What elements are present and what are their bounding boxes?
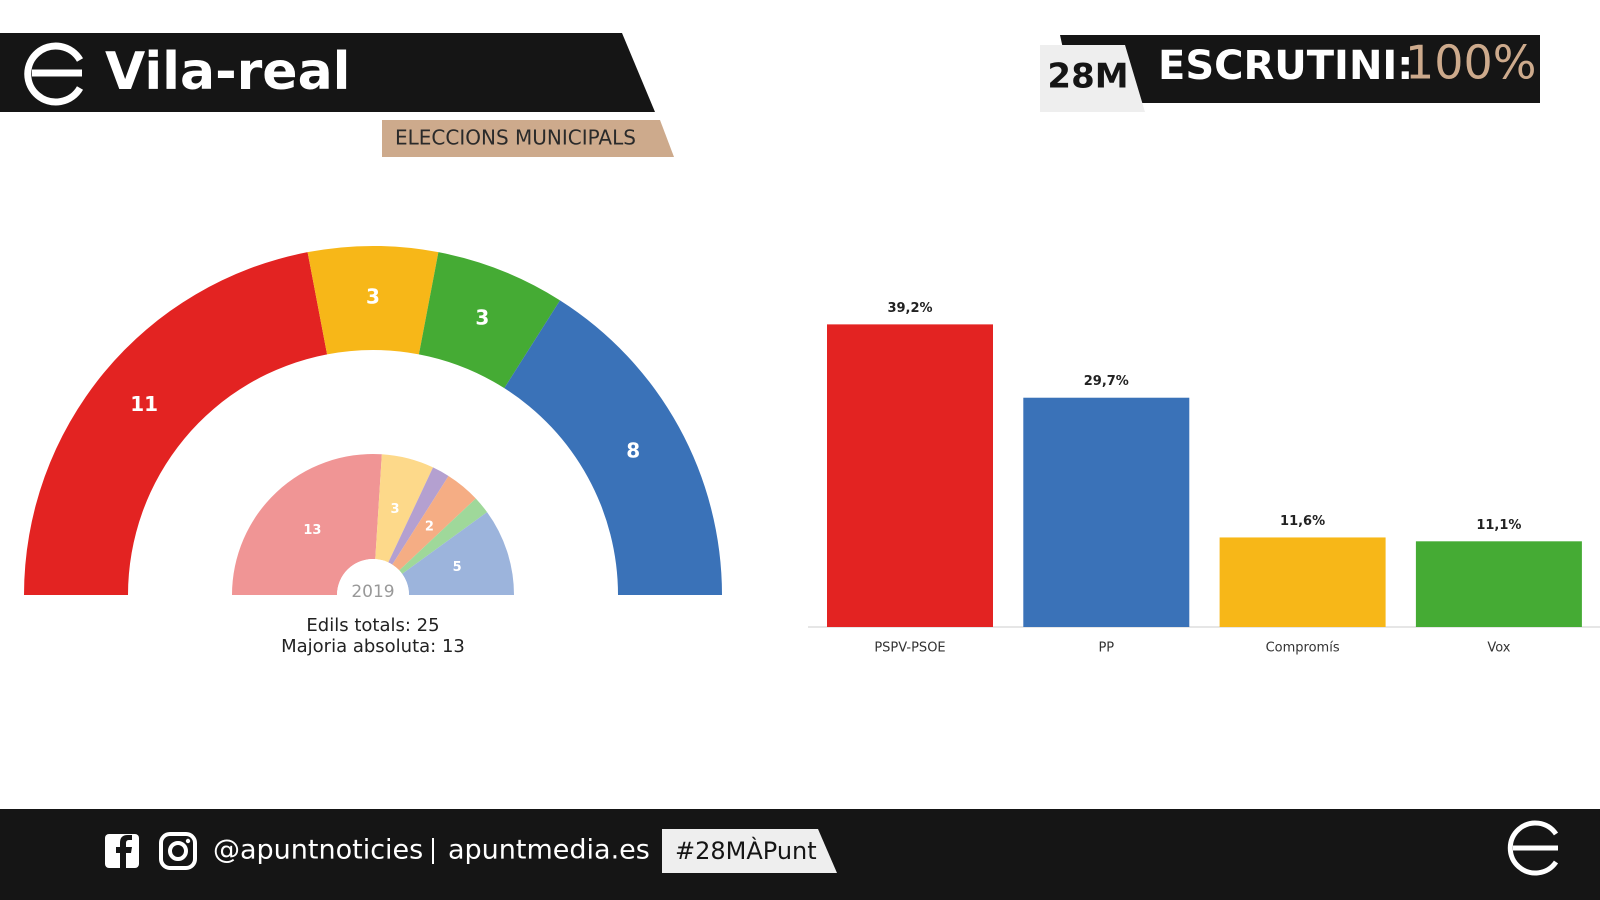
bar [1023,397,1190,627]
scrutiny-label: ESCRUTINI: [1158,43,1413,89]
footer-website: apuntmedia.es [448,835,650,866]
seat-note: Edils totals: 25 [306,615,439,636]
bar-value-label: 29,7% [1084,374,1129,389]
x-tick-label: Vox [1487,641,1510,656]
title: Vila-real [105,42,350,102]
seat-segment [232,454,382,595]
seat-segment [402,512,514,595]
subtitle-box [382,120,674,157]
x-tick-label: Compromís [1266,641,1340,656]
footer-logo [1507,820,1559,876]
logo [24,42,84,106]
seat-segment [24,252,328,595]
subtitle: ELECCIONS MUNICIPALS [395,126,636,150]
badge: 28M [1047,57,1128,97]
footer-handle: @apuntnoticies [213,835,423,866]
seat-segment [388,467,449,565]
seat-label: 2 [425,519,434,534]
seat-segment [504,300,722,595]
scrutiny-bar [1060,35,1540,103]
bar-value-label: 39,2% [887,301,932,316]
badge-box [1040,45,1145,112]
seat-note: Majoria absoluta: 13 [281,636,465,657]
seat-label: 8 [626,438,640,462]
seat-segment [375,454,434,563]
seat-segment [307,246,439,355]
seat-label: 3 [475,305,489,329]
title-bar [0,33,655,112]
x-tick-label: PP [1098,641,1114,656]
scrutiny-value: 100% [1405,36,1537,90]
x-tick-label: PSPV-PSOE [874,641,945,656]
hashtag-box [662,829,837,873]
bar [1219,537,1386,627]
footer-hashtag: #28MÀPunt [675,836,817,865]
seat-label: 5 [453,560,462,575]
seat-segment [399,498,488,574]
seat-label: 3 [366,285,380,309]
center-disc [337,559,409,631]
seat-label: 11 [130,392,158,416]
seat-segment [392,475,476,571]
bar [1415,541,1582,627]
social-icons [44,751,197,870]
seat-segment [418,252,561,389]
bar-value-label: 11,1% [1476,518,1521,533]
seat-label: 3 [390,502,399,517]
bar [827,324,993,627]
bar-value-label: 11,6% [1280,514,1325,529]
inner-title: 2019 [351,582,394,602]
seat-label: 13 [303,523,321,538]
